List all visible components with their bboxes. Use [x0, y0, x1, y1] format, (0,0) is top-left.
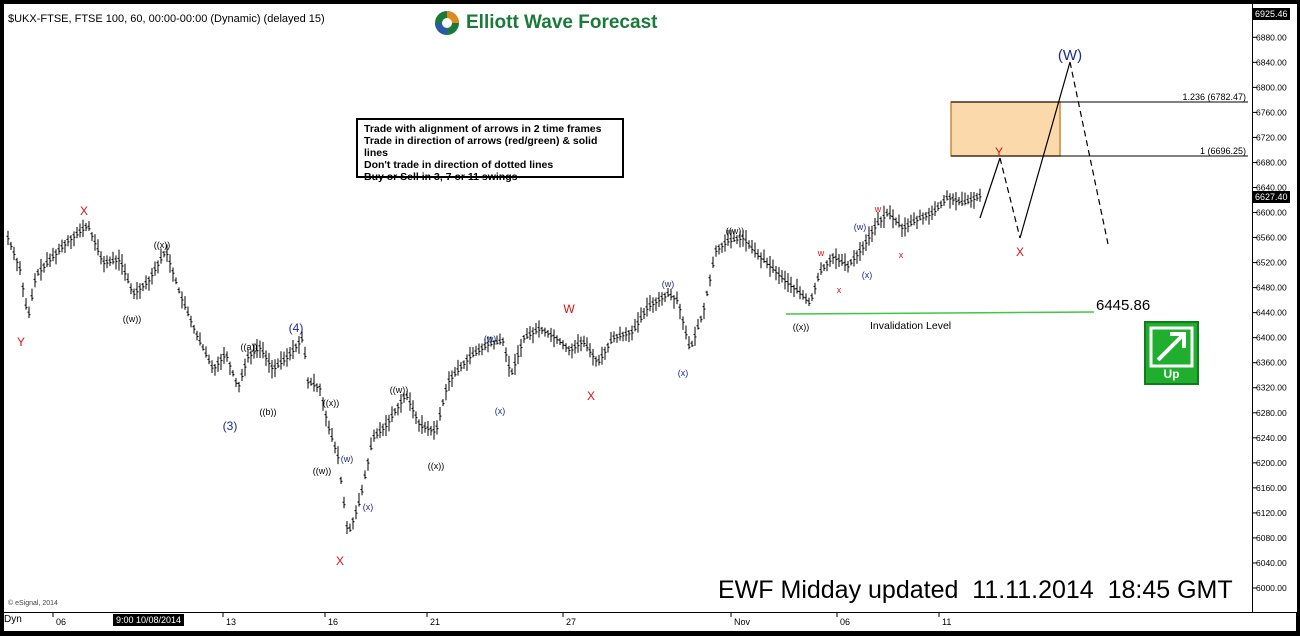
price-axis-label: 6400.00 — [1256, 333, 1287, 343]
price-axis[interactable]: 6000.00 6040.00 6080.00 6120.00 6160.00 6200.… — [1252, 4, 1297, 612]
wave-label: w — [874, 204, 882, 214]
price-axis-label: 6520.00 — [1256, 258, 1287, 268]
wave-label: (x) — [495, 406, 506, 416]
price-axis-label: 6240.00 — [1256, 433, 1287, 443]
time-axis-label: 13 — [226, 617, 236, 627]
wave-label: (x) — [363, 502, 374, 512]
time-axis-label: 06 — [56, 617, 66, 627]
time-axis-label: 21 — [430, 617, 440, 627]
wave-label: Y — [17, 335, 25, 349]
price-axis-label: 6160.00 — [1256, 483, 1287, 493]
price-axis-label: 6880.00 — [1256, 32, 1287, 42]
wave-label: X — [587, 389, 595, 403]
price-axis-label: 6760.00 — [1256, 107, 1287, 117]
price-axis-label: 6560.00 — [1256, 233, 1287, 243]
wave-label: ((x)) — [428, 461, 445, 471]
brand-name: Elliott Wave Forecast — [466, 12, 658, 33]
price-axis-label: 6440.00 — [1256, 308, 1287, 318]
rule-line: Trade in direction of arrows (red/green)… — [364, 135, 598, 159]
copyright: © eSignal, 2014 — [8, 600, 58, 607]
time-axis-label: Nov — [734, 617, 751, 627]
wave-label: ((b)) — [260, 407, 277, 417]
fib-label-1236: 1.236 (6782.47) — [1182, 92, 1246, 102]
arrow-up-right-icon — [1149, 326, 1194, 368]
wave-label: w — [817, 248, 825, 258]
price-axis-label: 6600.00 — [1256, 208, 1287, 218]
wave-label: X — [80, 204, 88, 218]
invalidation-label: Invalidation Level — [870, 320, 952, 332]
time-axis-svg: 06 13 16 21 27 Nov 06 11 — [52, 613, 951, 627]
price-axis-label: 6640.00 — [1256, 182, 1287, 192]
time-axis-label: 27 — [566, 617, 576, 627]
wave-label: Y — [995, 145, 1003, 159]
fib-label-1: 1 (6696.25) — [1200, 146, 1246, 156]
price-axis-label: 6200.00 — [1256, 458, 1287, 468]
price-axis-label: 6480.00 — [1256, 283, 1287, 293]
brand-logo: Elliott Wave Forecast — [434, 10, 657, 36]
wave-label: ((w)) — [390, 385, 409, 395]
wave-label: (4) — [289, 321, 304, 335]
projection-dashed-1 — [999, 157, 1021, 239]
up-signal-badge: Up — [1144, 321, 1199, 385]
wave-label: ((x)) — [323, 398, 340, 408]
price-axis-label: 6120.00 — [1256, 508, 1287, 518]
projection-solid-2 — [1019, 61, 1071, 239]
time-axis-label: 06 — [840, 617, 850, 627]
top-price-tag: 6925.46 — [1253, 8, 1290, 20]
wave-label: ((w)) — [313, 466, 332, 476]
wave-label: (W) — [1058, 47, 1082, 64]
wave-label: (w) — [341, 454, 354, 464]
price-axis-label: 6080.00 — [1256, 533, 1287, 543]
wave-label: ((x)) — [793, 322, 810, 332]
wave-label: x — [837, 285, 842, 295]
wave-label: x — [899, 250, 904, 260]
cursor-date-box: 9:00 10/08/2014 — [113, 614, 185, 626]
wave-label: (w) — [484, 334, 497, 344]
time-axis-label: 16 — [328, 617, 338, 627]
price-axis-label: 6680.00 — [1256, 157, 1287, 167]
current-price-tag: 6627.40 — [1253, 191, 1290, 203]
price-axis-label: 6720.00 — [1256, 132, 1287, 142]
wave-label: ((w)) — [726, 226, 745, 236]
wave-label: (x) — [862, 270, 873, 280]
price-chart-svg: 1.236 (6782.47) 1 (6696.25) X Y ((w)) ((x)) ((… — [6, 47, 1248, 568]
wave-label: W — [563, 302, 575, 316]
time-axis-label: 11 — [942, 617, 951, 627]
rule-line: Trade with alignment of arrows in 2 time… — [364, 123, 602, 135]
wave-label: ((w)) — [123, 314, 142, 324]
time-axis[interactable]: 06 13 16 21 27 Nov 06 11 — [4, 612, 1296, 631]
update-footer: EWF Midday updated 11.11.2014 18:45 GMT — [718, 576, 1233, 604]
invalidation-line — [785, 311, 1095, 315]
rule-line: Buy or Sell in 3, 7 or 11 swings — [364, 171, 518, 183]
target-zone-box — [950, 101, 1061, 157]
price-axis-label: 6280.00 — [1256, 408, 1287, 418]
wave-label: (x) — [678, 368, 689, 378]
price-axis-svg: 6000.00 6040.00 6080.00 6120.00 6160.00 6200.… — [1253, 32, 1287, 593]
globe-logo-icon — [435, 11, 459, 35]
invalidation-value: 6445.86 — [1096, 297, 1151, 314]
projection-dashed-2 — [1069, 61, 1109, 245]
price-axis-label: 6800.00 — [1256, 82, 1287, 92]
wave-label: X — [1016, 245, 1024, 259]
rule-line: Don't trade in direction of dotted lines — [364, 159, 554, 171]
signal-label: Up — [1163, 367, 1180, 381]
wave-label: (3) — [223, 419, 238, 433]
price-axis-label: 6360.00 — [1256, 358, 1287, 368]
wave-label: ((x)) — [154, 240, 171, 250]
trading-rules-box: Trade with alignment of arrows in 2 time… — [356, 118, 624, 183]
price-axis-label: 6840.00 — [1256, 57, 1287, 67]
price-axis-label: 6320.00 — [1256, 383, 1287, 393]
wave-label: (w) — [662, 279, 675, 289]
wave-label: ((a)) — [241, 342, 258, 352]
projection-solid-1 — [979, 157, 1001, 219]
wave-label: X — [336, 554, 344, 568]
dyn-label[interactable]: Dyn — [4, 614, 22, 625]
wave-label: (w) — [854, 222, 867, 232]
symbol-header: $UKX-FTSE, FTSE 100, 60, 00:00-00:00 (Dy… — [8, 13, 325, 25]
price-axis-label: 6000.00 — [1256, 583, 1287, 593]
chart-plot-area[interactable]: 1.236 (6782.47) 1 (6696.25) X Y ((w)) ((x)) ((… — [4, 4, 1252, 612]
price-axis-label: 6040.00 — [1256, 558, 1287, 568]
